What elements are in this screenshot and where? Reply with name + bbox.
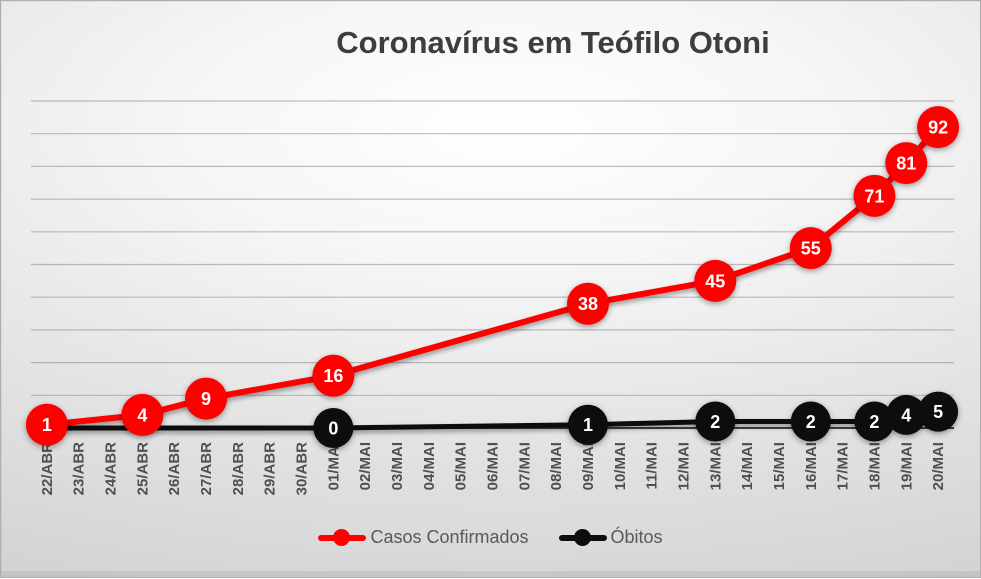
x-axis-label: 11/MAI bbox=[644, 442, 661, 490]
data-point-label: 2 bbox=[710, 412, 720, 432]
x-axis-label: 19/MAI bbox=[898, 442, 915, 490]
x-axis-label: 30/ABR bbox=[294, 442, 311, 496]
data-point-marker bbox=[853, 174, 896, 217]
legend-line-marker-obitos-icon bbox=[558, 529, 607, 546]
data-point-marker bbox=[854, 401, 895, 442]
x-axis-label: 29/ABR bbox=[262, 442, 279, 496]
data-point-marker bbox=[918, 391, 959, 432]
series-markers-obitos: 0 1 2 2 2 4 5 bbox=[313, 391, 959, 448]
data-point-label: 16 bbox=[323, 366, 343, 386]
data-point-marker bbox=[789, 227, 832, 270]
x-axis-label: 03/MAI bbox=[389, 442, 406, 490]
x-axis-label: 15/MAI bbox=[771, 442, 788, 490]
x-axis-label: 13/MAI bbox=[707, 442, 724, 490]
x-axis-label: 08/MAI bbox=[548, 442, 565, 490]
data-point-label: 38 bbox=[578, 294, 598, 314]
data-point-label: 4 bbox=[901, 405, 911, 425]
data-point-marker bbox=[790, 401, 831, 442]
data-point-marker bbox=[695, 401, 736, 442]
data-point-label: 0 bbox=[328, 419, 338, 439]
x-axis-label: 27/ABR bbox=[198, 442, 215, 496]
x-axis-label: 17/MAI bbox=[835, 442, 852, 490]
legend-item-obitos: Óbitos bbox=[558, 527, 663, 548]
x-axis-label: 02/MAI bbox=[357, 442, 374, 490]
series-line-casos-confirmados bbox=[43, 124, 942, 428]
x-axis-label: 04/MAI bbox=[421, 442, 438, 490]
x-axis-label: 24/ABR bbox=[103, 442, 120, 496]
x-axis-label: 09/MAI bbox=[580, 442, 597, 490]
x-axis-label: 07/MAI bbox=[516, 442, 533, 490]
data-point-label: 4 bbox=[137, 405, 147, 425]
data-point-marker bbox=[25, 403, 68, 446]
x-axis-label: 25/ABR bbox=[134, 442, 151, 496]
x-axis-label: 22/ABR bbox=[39, 442, 56, 496]
data-point-label: 55 bbox=[801, 239, 821, 259]
data-point-label: 9 bbox=[201, 389, 211, 409]
data-point-label: 5 bbox=[933, 402, 943, 422]
x-axis-label: 01/MAI bbox=[325, 442, 342, 490]
data-point-marker bbox=[313, 408, 354, 448]
x-axis-label: 20/MAI bbox=[930, 442, 947, 490]
legend-item-casos-confirmados: Casos Confirmados bbox=[318, 527, 529, 548]
chart-title: Coronavírus em Teófilo Otoni bbox=[336, 25, 770, 60]
x-axis-label: 16/MAI bbox=[803, 442, 820, 490]
data-point-marker bbox=[121, 393, 164, 436]
data-point-label: 2 bbox=[806, 412, 816, 432]
data-point-label: 92 bbox=[928, 118, 948, 138]
chart-legend: Casos Confirmados Óbitos bbox=[1, 527, 980, 548]
data-point-marker bbox=[886, 394, 927, 435]
legend-line-marker-casos-icon bbox=[318, 529, 367, 546]
x-axis-label: 18/MAI bbox=[866, 442, 883, 490]
data-point-marker bbox=[694, 259, 737, 302]
x-axis-label: 12/MAI bbox=[675, 442, 692, 490]
x-axis-label: 06/MAI bbox=[485, 442, 502, 490]
x-axis-label: 14/MAI bbox=[739, 442, 756, 490]
data-point-marker bbox=[885, 142, 928, 185]
data-point-marker bbox=[567, 404, 608, 445]
data-point-label: 2 bbox=[869, 412, 879, 432]
data-point-label: 1 bbox=[583, 415, 593, 435]
data-point-marker bbox=[312, 354, 355, 397]
data-point-marker bbox=[917, 106, 960, 149]
x-axis-label: 28/ABR bbox=[230, 442, 247, 496]
x-axis-label: 10/MAI bbox=[612, 442, 629, 490]
data-point-label: 1 bbox=[42, 415, 52, 435]
x-axis-labels: 22/ABR 23/ABR 24/ABR 25/ABR 26/ABR 27/ABR 28/A… bbox=[39, 442, 947, 496]
data-point-label: 71 bbox=[864, 186, 884, 206]
data-point-label: 81 bbox=[896, 154, 916, 174]
x-axis-label: 26/ABR bbox=[166, 442, 183, 496]
legend-label-obitos: Óbitos bbox=[610, 527, 663, 547]
data-point-marker bbox=[185, 377, 228, 420]
data-point-label: 45 bbox=[705, 271, 725, 291]
legend-label-casos: Casos Confirmados bbox=[370, 527, 529, 547]
x-axis-label: 05/MAI bbox=[453, 442, 470, 490]
x-axis-label: 23/ABR bbox=[71, 442, 88, 496]
data-point-marker bbox=[566, 282, 609, 325]
